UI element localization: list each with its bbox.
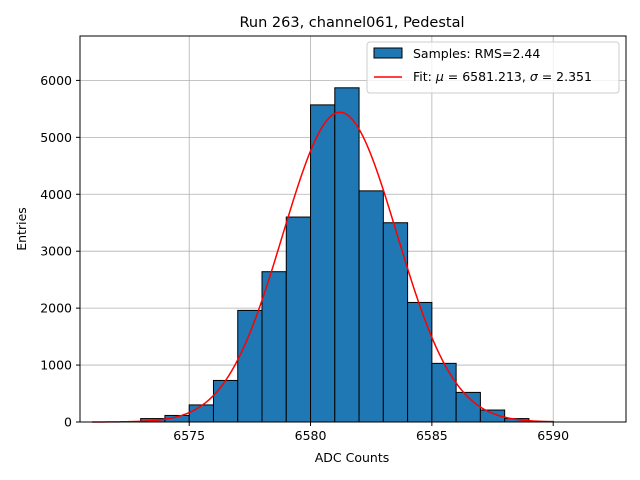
y-tick-label: 3000 [40,244,72,259]
x-axis-label: ADC Counts [315,450,390,465]
x-axis-ticks: 6575 6580 6585 6590 [173,422,569,443]
legend-fit-suffix: = 2.351 [538,69,592,84]
x-tick-label: 6590 [537,428,569,443]
legend-box [366,41,620,94]
histogram-bar [237,309,263,423]
histogram-bar [285,216,312,423]
gaussian-fit-line [92,111,554,423]
legend-fit-mu: μ [435,69,444,84]
legend-fit-mid: = 6581.213, [444,69,530,84]
legend: Samples: RMS=2.44 Fit: μ = 6581.213, σ =… [366,41,620,94]
y-tick-label: 5000 [40,130,72,145]
legend-histogram-label: Samples: RMS=2.44 [413,46,540,61]
y-tick-label: 6000 [40,73,72,88]
histogram-bar [334,87,360,423]
y-tick-label: 0 [64,415,72,430]
plot-frame [79,35,627,423]
legend-fit-prefix: Fit: [413,69,436,84]
x-tick-label: 6585 [416,428,448,443]
chart-title: Run 263, channel061, Pedestal [239,15,464,31]
y-tick-label: 4000 [40,187,72,202]
y-axis-ticks: 0 1000 2000 3000 4000 5000 6000 [40,73,80,430]
histogram-bar [358,190,384,423]
y-tick-label: 2000 [40,301,72,316]
histogram-bar [407,301,433,423]
histogram-bar [310,104,336,423]
x-tick-label: 6580 [295,428,327,443]
legend-fit-label: Fit: μ = 6581.213, σ = 2.351 [413,69,592,84]
y-tick-label: 1000 [40,358,72,373]
histogram-bar [212,379,239,423]
legend-histogram-swatch [373,47,403,59]
y-axis-label: Entries [14,207,29,251]
histogram-bar [431,362,457,423]
histogram-bars [140,87,554,423]
histogram-bar [382,222,409,423]
x-tick-label: 6575 [173,428,205,443]
legend-fit-sigma: σ [530,69,539,84]
histogram-bar [188,404,214,423]
histogram-bar [261,271,287,423]
